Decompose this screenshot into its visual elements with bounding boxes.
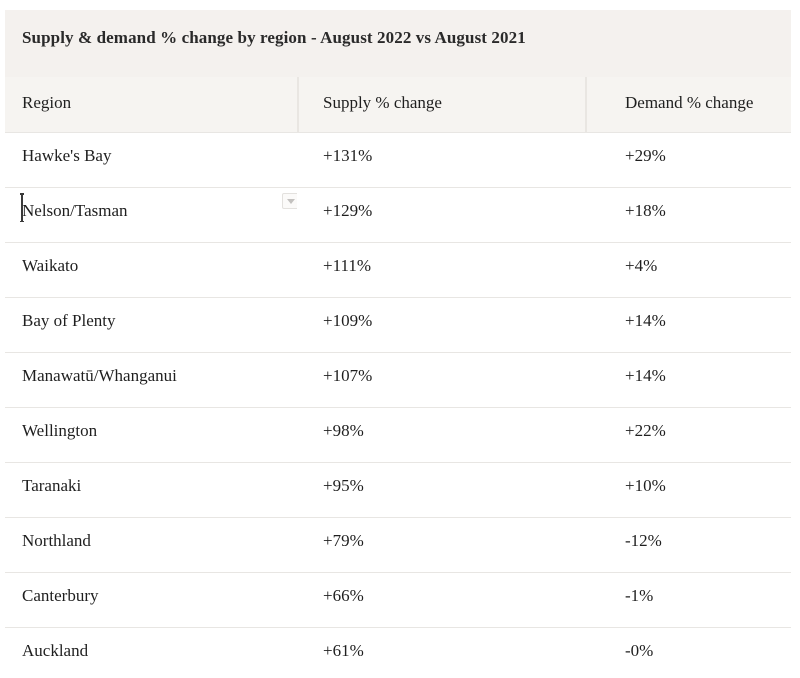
supply-cell[interactable]: +111% xyxy=(323,256,371,275)
region-cell[interactable]: Wellington xyxy=(22,421,98,440)
demand-cell[interactable]: +29% xyxy=(625,146,666,165)
supply-cell[interactable]: +98% xyxy=(323,421,364,440)
table-row: Manawatū/Whanganui +107% +14% xyxy=(5,352,791,407)
table-row: Hawke's Bay +131% +29% xyxy=(5,132,791,187)
table-row: Waikato +111% +4% xyxy=(5,242,791,297)
table-row: Nelson/Tasman +129% +18% xyxy=(5,187,791,242)
table-header-row: Region Supply % change Demand % change xyxy=(5,77,791,132)
demand-cell[interactable]: +14% xyxy=(625,366,666,385)
table-row: Wellington +98% +22% xyxy=(5,407,791,462)
supply-cell[interactable]: +109% xyxy=(323,311,373,330)
table-row: Auckland +61% -0% xyxy=(5,627,791,678)
region-cell[interactable]: Canterbury xyxy=(22,586,99,605)
region-cell[interactable]: Taranaki xyxy=(22,476,82,495)
table-row: Canterbury +66% -1% xyxy=(5,572,791,627)
region-cell[interactable]: Auckland xyxy=(22,641,89,660)
column-header-region[interactable]: Region xyxy=(5,77,297,132)
table-row: Northland +79% -12% xyxy=(5,517,791,572)
demand-cell[interactable]: +14% xyxy=(625,311,666,330)
column-header-supply[interactable]: Supply % change xyxy=(299,77,585,132)
table-row: Taranaki +95% +10% xyxy=(5,462,791,517)
region-cell-text: Nelson/Tasman xyxy=(22,201,128,220)
demand-cell[interactable]: +4% xyxy=(625,256,658,275)
region-cell[interactable]: Northland xyxy=(22,531,91,550)
supply-cell[interactable]: +79% xyxy=(323,531,364,550)
demand-cell[interactable]: +10% xyxy=(625,476,666,495)
supply-cell[interactable]: +95% xyxy=(323,476,364,495)
dropdown-button[interactable] xyxy=(282,193,297,209)
chevron-down-icon xyxy=(287,198,295,204)
region-cell[interactable]: Bay of Plenty xyxy=(22,311,116,330)
demand-cell[interactable]: +22% xyxy=(625,421,666,440)
demand-cell[interactable]: -0% xyxy=(625,641,654,660)
column-header-demand[interactable]: Demand % change xyxy=(587,77,791,132)
supply-cell[interactable]: +107% xyxy=(323,366,373,385)
supply-cell[interactable]: +131% xyxy=(323,146,373,165)
demand-cell[interactable]: -1% xyxy=(625,586,654,605)
demand-cell[interactable]: +18% xyxy=(625,201,666,220)
text-cursor xyxy=(19,193,23,222)
table-panel: Supply & demand % change by region - Aug… xyxy=(5,10,791,678)
region-cell[interactable]: Manawatū/Whanganui xyxy=(22,366,177,385)
demand-cell[interactable]: -12% xyxy=(625,531,662,550)
table-row: Bay of Plenty +109% +14% xyxy=(5,297,791,352)
region-cell[interactable]: Hawke's Bay xyxy=(22,146,112,165)
supply-cell[interactable]: +66% xyxy=(323,586,364,605)
supply-cell[interactable]: +61% xyxy=(323,641,364,660)
table-title[interactable]: Supply & demand % change by region - Aug… xyxy=(5,10,791,77)
region-cell[interactable]: Waikato xyxy=(22,256,79,275)
region-cell[interactable]: Nelson/Tasman xyxy=(5,188,297,242)
table-body: Hawke's Bay +131% +29% Nelson/Tasman +12… xyxy=(5,132,791,678)
supply-cell[interactable]: +129% xyxy=(323,201,373,220)
